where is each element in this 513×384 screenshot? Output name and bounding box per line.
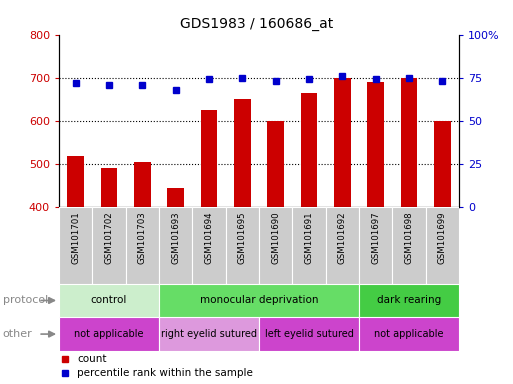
Bar [159,207,192,284]
Text: dark rearing: dark rearing [377,295,441,306]
Bar [326,207,359,284]
Text: GSM101701: GSM101701 [71,211,80,264]
Bar [292,207,326,284]
Bar [401,78,418,207]
Bar [92,207,126,284]
Bar [59,207,92,284]
Bar [259,207,292,284]
Bar [67,156,84,207]
Bar [192,207,226,284]
Text: other: other [3,329,32,339]
Text: GSM101702: GSM101702 [105,211,113,264]
Bar [59,317,159,351]
Bar [234,99,251,207]
Text: GSM101690: GSM101690 [271,211,280,264]
Text: GDS1983 / 160686_at: GDS1983 / 160686_at [180,17,333,31]
Bar [359,317,459,351]
Bar [167,188,184,207]
Bar [101,169,117,207]
Text: GSM101697: GSM101697 [371,211,380,264]
Bar [159,284,359,317]
Text: GSM101692: GSM101692 [338,211,347,264]
Bar [59,284,159,317]
Bar [267,121,284,207]
Text: GSM101693: GSM101693 [171,211,180,264]
Text: percentile rank within the sample: percentile rank within the sample [77,368,253,378]
Bar [367,82,384,207]
Text: protocol: protocol [3,295,48,306]
Text: monocular deprivation: monocular deprivation [200,295,318,306]
Bar [434,121,451,207]
Bar [134,162,151,207]
Bar [359,207,392,284]
Bar [201,110,218,207]
Text: GSM101695: GSM101695 [238,211,247,264]
Text: count: count [77,354,107,364]
Bar [126,207,159,284]
Text: GSM101703: GSM101703 [138,211,147,264]
Bar [334,78,351,207]
Bar [301,93,318,207]
Text: GSM101699: GSM101699 [438,211,447,264]
Text: GSM101698: GSM101698 [405,211,413,264]
Bar [159,317,259,351]
Text: GSM101691: GSM101691 [305,211,313,264]
Text: not applicable: not applicable [374,329,444,339]
Text: right eyelid sutured: right eyelid sutured [161,329,257,339]
Text: GSM101694: GSM101694 [205,211,213,264]
Text: left eyelid sutured: left eyelid sutured [265,329,353,339]
Bar [359,284,459,317]
Bar [392,207,426,284]
Text: control: control [91,295,127,306]
Text: not applicable: not applicable [74,329,144,339]
Bar [226,207,259,284]
Bar [259,317,359,351]
Bar [426,207,459,284]
